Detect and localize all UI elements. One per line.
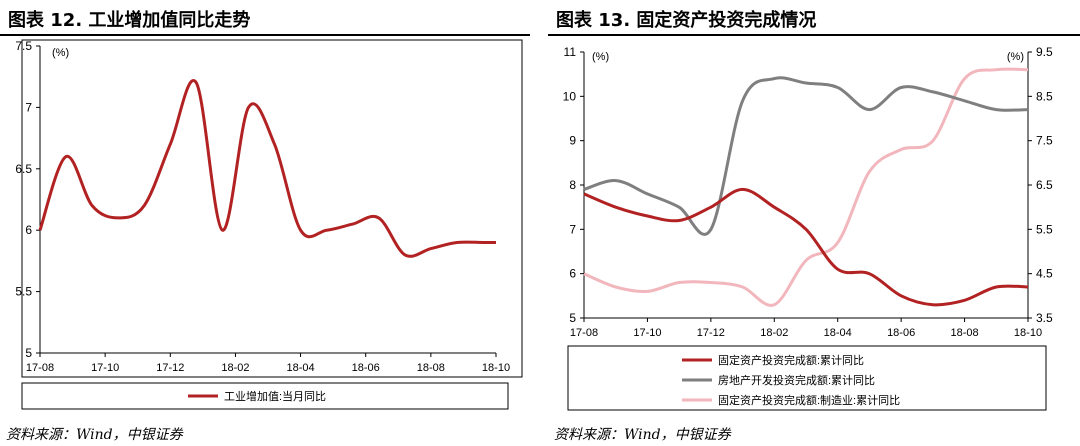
right-x-tick-label: 17-12	[697, 327, 725, 339]
right-right-y-tick-label: 5.5	[1036, 222, 1053, 236]
right-x-tick-label: 18-08	[951, 327, 979, 339]
right-left-y-tick-label: 5	[569, 311, 576, 325]
right-left-y-tick-label: 11	[564, 45, 577, 59]
right-series-line	[583, 76, 1029, 236]
left-chart-panel: 图表 12. 工业增加值同比走势 5 5.5 6 6.5 7 7.5 17-08 17-10 1…	[0, 0, 530, 446]
left-y-tick-label: 5	[25, 346, 32, 360]
left-x-tick-label: 18-10	[482, 362, 510, 374]
left-y-tick-label: 6	[25, 223, 32, 237]
right-series-line	[583, 67, 1029, 307]
right-legend-box	[567, 345, 1047, 411]
left-y-unit: (%)	[52, 47, 69, 59]
right-left-y-tick-label: 6	[569, 267, 576, 281]
left-legend-box	[21, 382, 509, 410]
left-x-tick-label: 17-12	[156, 362, 184, 374]
left-y-tick-label: 7.5	[15, 39, 32, 53]
left-x-tick-label: 17-10	[91, 362, 119, 374]
left-x-tick-label: 18-04	[287, 362, 315, 374]
left-plot-frame	[21, 39, 523, 378]
left-x-tick-label: 18-06	[352, 362, 380, 374]
right-right-y-tick-label: 8.5	[1036, 89, 1053, 103]
left-y-tick-label: 6.5	[15, 162, 32, 176]
left-y-tick-label: 7	[25, 100, 32, 114]
left-series-line	[38, 78, 496, 258]
right-right-y-tick-label: 6.5	[1036, 178, 1053, 192]
left-x-tick-label: 18-08	[417, 362, 445, 374]
right-legend-label: 固定资产投资完成额:累计同比	[718, 353, 864, 367]
right-left-y-tick-label: 10	[563, 89, 577, 103]
right-right-y-tick-label: 4.5	[1036, 267, 1053, 281]
left-x-tick-label: 17-08	[26, 362, 54, 374]
right-x-tick-label: 17-08	[570, 327, 598, 339]
right-legend-label: 房地产开发投资完成额:累计同比	[718, 373, 875, 387]
right-x-tick-label: 18-02	[760, 327, 788, 339]
right-chart-svg: 5 6 7 8 9 10 11 3.5 4.5 5.5 6.5 7.5 8.5 9.5 17-08 17-10…	[563, 45, 1053, 411]
left-y-tick-label: 5.5	[15, 285, 32, 299]
right-right-y-tick-label: 9.5	[1036, 45, 1053, 59]
left-x-tick-label: 18-02	[221, 362, 249, 374]
right-left-y-unit: (%)	[592, 51, 609, 63]
right-x-tick-label: 17-10	[633, 327, 661, 339]
left-source-note: 资料来源：Wind，中银证券	[6, 427, 183, 443]
right-chart-title: 图表 13. 固定资产投资完成情况	[556, 10, 817, 31]
right-x-tick-label: 18-10	[1014, 327, 1042, 339]
right-source-note: 资料来源：Wind，中银证券	[554, 427, 731, 443]
right-x-tick-label: 18-04	[824, 327, 852, 339]
right-series-line	[583, 187, 1029, 307]
right-left-y-tick-label: 7	[569, 222, 576, 236]
left-chart-svg: 5 5.5 6 6.5 7 7.5 17-08 17-10 17-12 18-02 18-04 18-…	[15, 39, 523, 410]
right-title-rule	[548, 34, 1080, 36]
right-legend-label: 固定资产投资完成额:制造业:累计同比	[718, 393, 900, 407]
left-title-rule	[0, 34, 530, 36]
right-left-y-tick-label: 8	[569, 178, 576, 192]
right-chart-panel: 图表 13. 固定资产投资完成情况 5 6 7 8 9 10 11 3.5 4.5 5.5 6.5 7…	[548, 0, 1080, 446]
right-left-y-tick-label: 9	[569, 134, 576, 148]
right-x-tick-label: 18-06	[887, 327, 915, 339]
right-right-y-tick-label: 3.5	[1036, 311, 1053, 325]
right-right-y-tick-label: 7.5	[1036, 134, 1053, 148]
left-legend-label: 工业增加值:当月同比	[224, 389, 326, 403]
right-right-y-unit: (%)	[1007, 51, 1024, 63]
left-chart-title: 图表 12. 工业增加值同比走势	[8, 10, 251, 31]
